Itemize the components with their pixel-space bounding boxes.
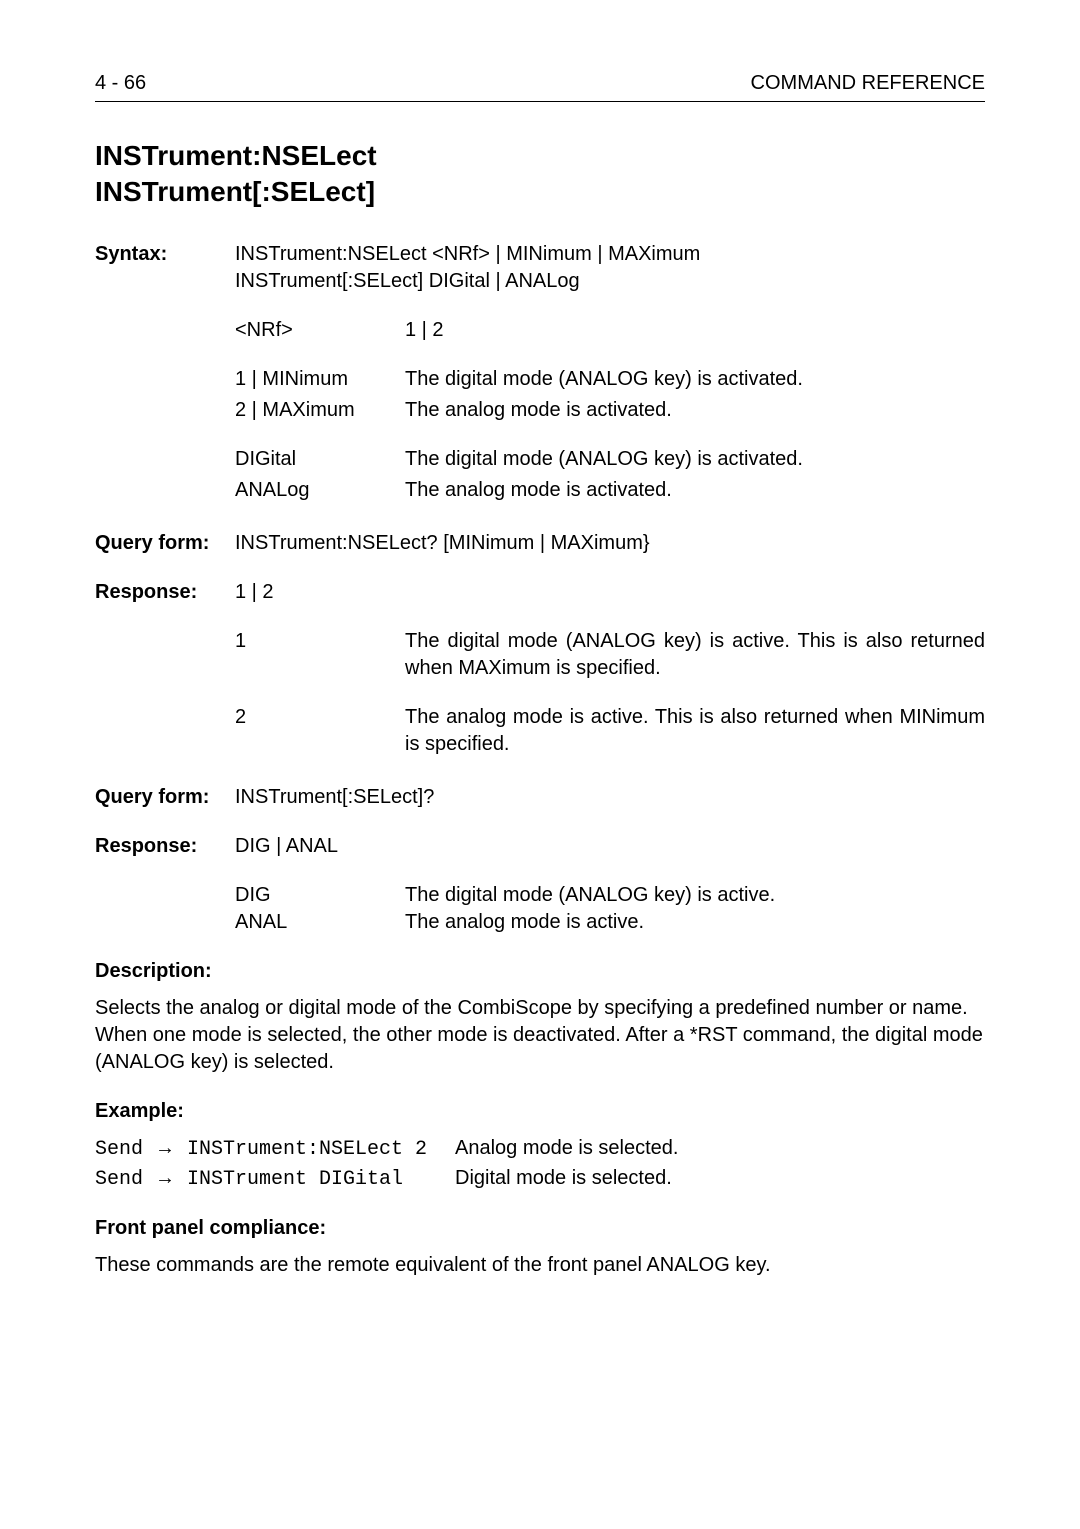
syntax-max-key: 2 | MAXimum — [235, 397, 405, 424]
example-label: Example: — [95, 1098, 985, 1125]
example-row-1: Send → INSTrument:NSELect 2 Analog mode … — [95, 1135, 985, 1163]
syntax-max-val: The analog mode is activated. — [405, 397, 985, 424]
query2-label: Query form: — [95, 784, 235, 811]
syntax-nrf-key: <NRf> — [235, 317, 405, 344]
resp1-summary: 1 | 2 — [235, 579, 985, 606]
resp2-d-row: DIG The digital mode (ANALOG key) is act… — [235, 882, 985, 909]
example-note-2: Digital mode is selected. — [455, 1165, 672, 1192]
query2-text: INSTrument[:SELect]? — [235, 784, 985, 811]
arrow-icon: → — [155, 1137, 175, 1159]
syntax-min-row: 1 | MINimum The digital mode (ANALOG key… — [235, 366, 985, 393]
resp1-row-1: 1 The digital mode (ANALOG key) is activ… — [235, 628, 985, 682]
example-note-1: Analog mode is selected. — [455, 1135, 678, 1162]
example-code-1: Send → INSTrument:NSELect 2 — [95, 1135, 455, 1163]
query1-label: Query form: — [95, 530, 235, 557]
syntax-ana-row: ANALog The analog mode is activated. — [235, 477, 985, 504]
resp1-r1-key: 1 — [235, 628, 405, 682]
resp2-a-row: ANAL The analog mode is active. — [235, 909, 985, 936]
response-1: Response: 1 | 2 1 The digital mode (ANAL… — [95, 579, 985, 762]
query-form-2: Query form: INSTrument[:SELect]? — [95, 784, 985, 811]
example-row-2: Send → INSTrument DIGital Digital mode i… — [95, 1165, 985, 1193]
header-left: 4 - 66 — [95, 70, 146, 97]
syntax-nrf-val: 1 | 2 — [405, 317, 985, 344]
syntax-content: INSTrument:NSELect <NRf> | MINimum | MAX… — [235, 241, 985, 508]
description-label: Description: — [95, 958, 985, 985]
resp2-label: Response: — [95, 833, 235, 936]
syntax-line-1: INSTrument:NSELect <NRf> | MINimum | MAX… — [235, 241, 985, 268]
resp1-r2-val: The analog mode is active. This is also … — [405, 704, 985, 758]
description-text: Selects the analog or digital mode of th… — [95, 995, 985, 1076]
syntax-line-2: INSTrument[:SELect] DIGital | ANALog — [235, 268, 985, 295]
query1-text: INSTrument:NSELect? [MINimum | MAXimum} — [235, 530, 985, 557]
resp2-a-val: The analog mode is active. — [405, 909, 985, 936]
page-title: INSTrument:NSELect INSTrument[:SELect] — [95, 138, 985, 211]
page-header: 4 - 66 COMMAND REFERENCE — [95, 70, 985, 102]
syntax-max-row: 2 | MAXimum The analog mode is activated… — [235, 397, 985, 424]
resp2-summary: DIG | ANAL — [235, 833, 985, 860]
query-form-1: Query form: INSTrument:NSELect? [MINimum… — [95, 530, 985, 557]
syntax-label: Syntax: — [95, 241, 235, 508]
header-right: COMMAND REFERENCE — [751, 70, 985, 97]
example-code-2: Send → INSTrument DIGital — [95, 1165, 455, 1193]
syntax-block: Syntax: INSTrument:NSELect <NRf> | MINim… — [95, 241, 985, 508]
resp1-label: Response: — [95, 579, 235, 762]
resp2-d-key: DIG — [235, 882, 405, 909]
syntax-dig-val: The digital mode (ANALOG key) is activat… — [405, 446, 985, 473]
syntax-ana-key: ANALog — [235, 477, 405, 504]
front-text: These commands are the remote equivalent… — [95, 1252, 985, 1279]
resp1-content: 1 | 2 1 The digital mode (ANALOG key) is… — [235, 579, 985, 762]
title-line-2: INSTrument[:SELect] — [95, 176, 375, 207]
syntax-min-key: 1 | MINimum — [235, 366, 405, 393]
syntax-dig-row: DIGital The digital mode (ANALOG key) is… — [235, 446, 985, 473]
resp2-a-key: ANAL — [235, 909, 405, 936]
front-label: Front panel compliance: — [95, 1215, 985, 1242]
syntax-nrf-row: <NRf> 1 | 2 — [235, 317, 985, 344]
resp1-row-2: 2 The analog mode is active. This is als… — [235, 704, 985, 758]
title-line-1: INSTrument:NSELect — [95, 140, 377, 171]
response-2: Response: DIG | ANAL DIG The digital mod… — [95, 833, 985, 936]
resp2-d-val: The digital mode (ANALOG key) is active. — [405, 882, 985, 909]
resp1-r1-val: The digital mode (ANALOG key) is active.… — [405, 628, 985, 682]
syntax-ana-val: The analog mode is activated. — [405, 477, 985, 504]
syntax-min-val: The digital mode (ANALOG key) is activat… — [405, 366, 985, 393]
arrow-icon: → — [155, 1167, 175, 1189]
resp2-content: DIG | ANAL DIG The digital mode (ANALOG … — [235, 833, 985, 936]
syntax-dig-key: DIGital — [235, 446, 405, 473]
resp1-r2-key: 2 — [235, 704, 405, 758]
